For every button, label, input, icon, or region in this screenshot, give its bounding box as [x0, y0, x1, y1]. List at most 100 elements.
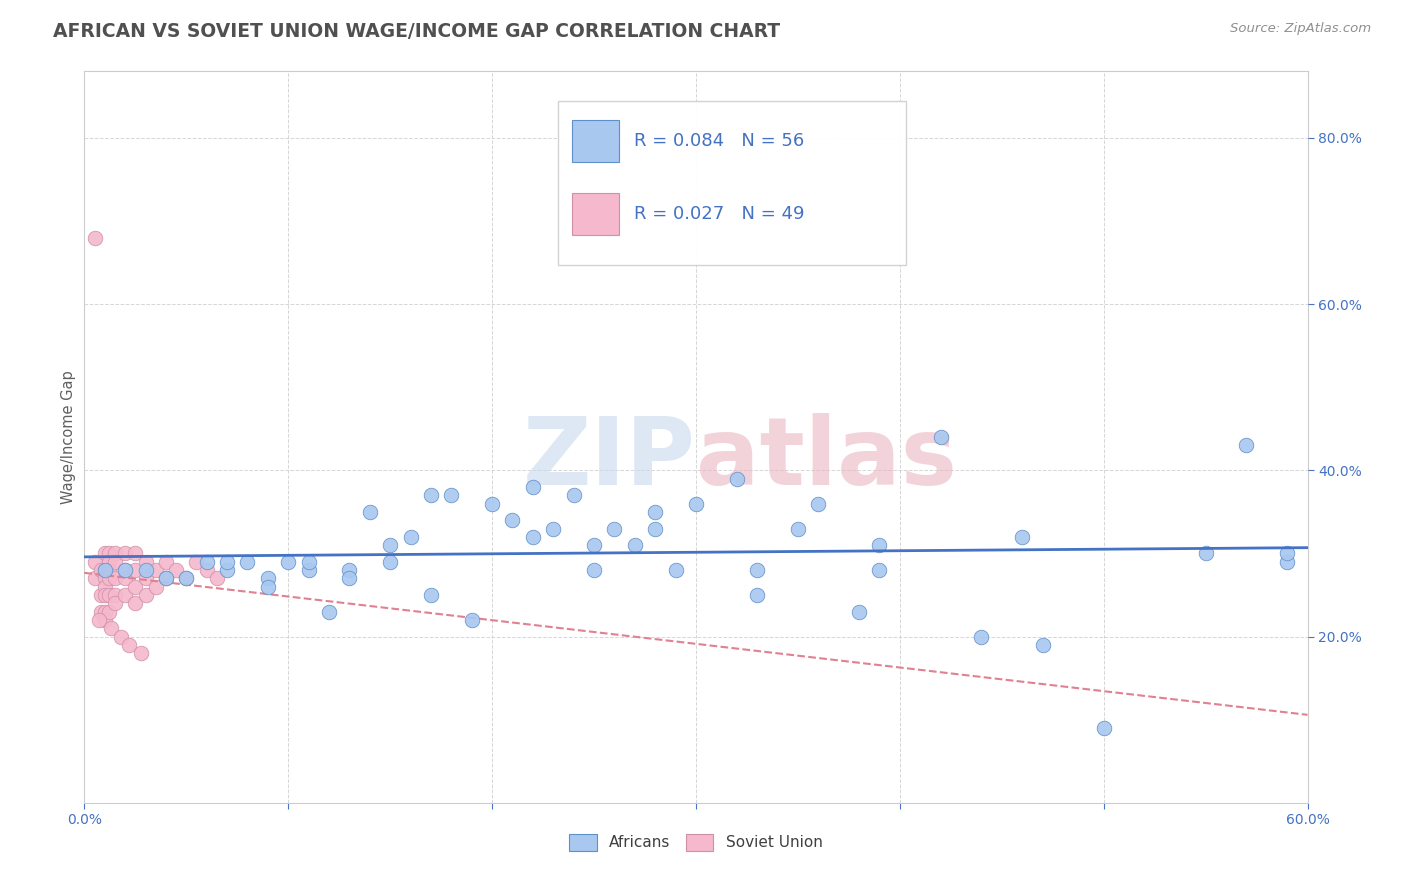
Point — [217, 555, 239, 569]
Point — [93, 613, 115, 627]
Point — [131, 646, 153, 660]
Point — [380, 555, 402, 569]
Point — [1092, 721, 1115, 735]
Point — [502, 513, 524, 527]
Point — [124, 546, 146, 560]
Point — [104, 555, 127, 569]
Point — [104, 571, 127, 585]
Point — [725, 472, 748, 486]
Point — [277, 555, 299, 569]
Point — [869, 563, 891, 577]
Point — [205, 571, 228, 585]
Point — [93, 563, 115, 577]
Point — [420, 588, 443, 602]
Point — [747, 563, 769, 577]
FancyBboxPatch shape — [572, 120, 619, 162]
Point — [114, 588, 136, 602]
Point — [97, 571, 120, 585]
Point — [155, 571, 177, 585]
Point — [90, 588, 112, 602]
Point — [145, 580, 167, 594]
Legend: Africans, Soviet Union: Africans, Soviet Union — [564, 828, 828, 857]
Point — [543, 521, 565, 535]
Point — [257, 580, 280, 594]
Point — [644, 505, 666, 519]
Point — [186, 555, 208, 569]
Point — [135, 555, 157, 569]
Text: ZIP: ZIP — [523, 413, 696, 505]
Point — [440, 488, 463, 502]
Point — [124, 563, 146, 577]
Point — [970, 630, 993, 644]
Point — [298, 563, 321, 577]
Point — [236, 555, 259, 569]
Point — [522, 480, 544, 494]
Text: AFRICAN VS SOVIET UNION WAGE/INCOME GAP CORRELATION CHART: AFRICAN VS SOVIET UNION WAGE/INCOME GAP … — [53, 22, 780, 41]
Point — [174, 571, 197, 585]
Point — [807, 497, 830, 511]
Point — [93, 546, 115, 560]
Point — [298, 555, 321, 569]
Point — [114, 563, 136, 577]
Point — [155, 555, 177, 569]
Point — [747, 588, 769, 602]
Point — [104, 588, 127, 602]
Point — [90, 563, 112, 577]
Y-axis label: Wage/Income Gap: Wage/Income Gap — [60, 370, 76, 504]
Point — [339, 563, 361, 577]
Point — [155, 571, 177, 585]
Point — [100, 621, 122, 635]
Point — [135, 571, 157, 585]
Point — [165, 563, 187, 577]
Text: R = 0.027   N = 49: R = 0.027 N = 49 — [634, 205, 804, 223]
Point — [93, 588, 115, 602]
Point — [114, 546, 136, 560]
Point — [399, 530, 422, 544]
Point — [1277, 546, 1299, 560]
Point — [124, 596, 146, 610]
Point — [644, 521, 666, 535]
Point — [869, 538, 891, 552]
Point — [420, 488, 443, 502]
Point — [257, 571, 280, 585]
Point — [339, 571, 361, 585]
Point — [83, 230, 105, 244]
Point — [562, 488, 585, 502]
Point — [522, 530, 544, 544]
Point — [583, 538, 606, 552]
Point — [97, 588, 120, 602]
Point — [685, 497, 707, 511]
Point — [93, 605, 115, 619]
Point — [97, 546, 120, 560]
Point — [195, 555, 218, 569]
Point — [83, 555, 105, 569]
Point — [1011, 530, 1033, 544]
Point — [359, 505, 381, 519]
Point — [1195, 546, 1218, 560]
Point — [93, 571, 115, 585]
Point — [104, 546, 127, 560]
Point — [97, 555, 120, 569]
Point — [318, 605, 340, 619]
Point — [124, 580, 146, 594]
Point — [787, 521, 810, 535]
Text: R = 0.084   N = 56: R = 0.084 N = 56 — [634, 132, 804, 150]
Point — [104, 596, 127, 610]
Point — [624, 538, 647, 552]
Point — [145, 563, 167, 577]
Point — [603, 521, 626, 535]
Point — [97, 605, 120, 619]
Point — [217, 563, 239, 577]
Point — [929, 430, 952, 444]
Text: Source: ZipAtlas.com: Source: ZipAtlas.com — [1230, 22, 1371, 36]
FancyBboxPatch shape — [572, 193, 619, 235]
Point — [83, 571, 105, 585]
Point — [97, 563, 120, 577]
Point — [118, 638, 141, 652]
Point — [93, 580, 115, 594]
Point — [195, 563, 218, 577]
Point — [87, 613, 110, 627]
Point — [848, 605, 870, 619]
Point — [135, 563, 157, 577]
Point — [380, 538, 402, 552]
